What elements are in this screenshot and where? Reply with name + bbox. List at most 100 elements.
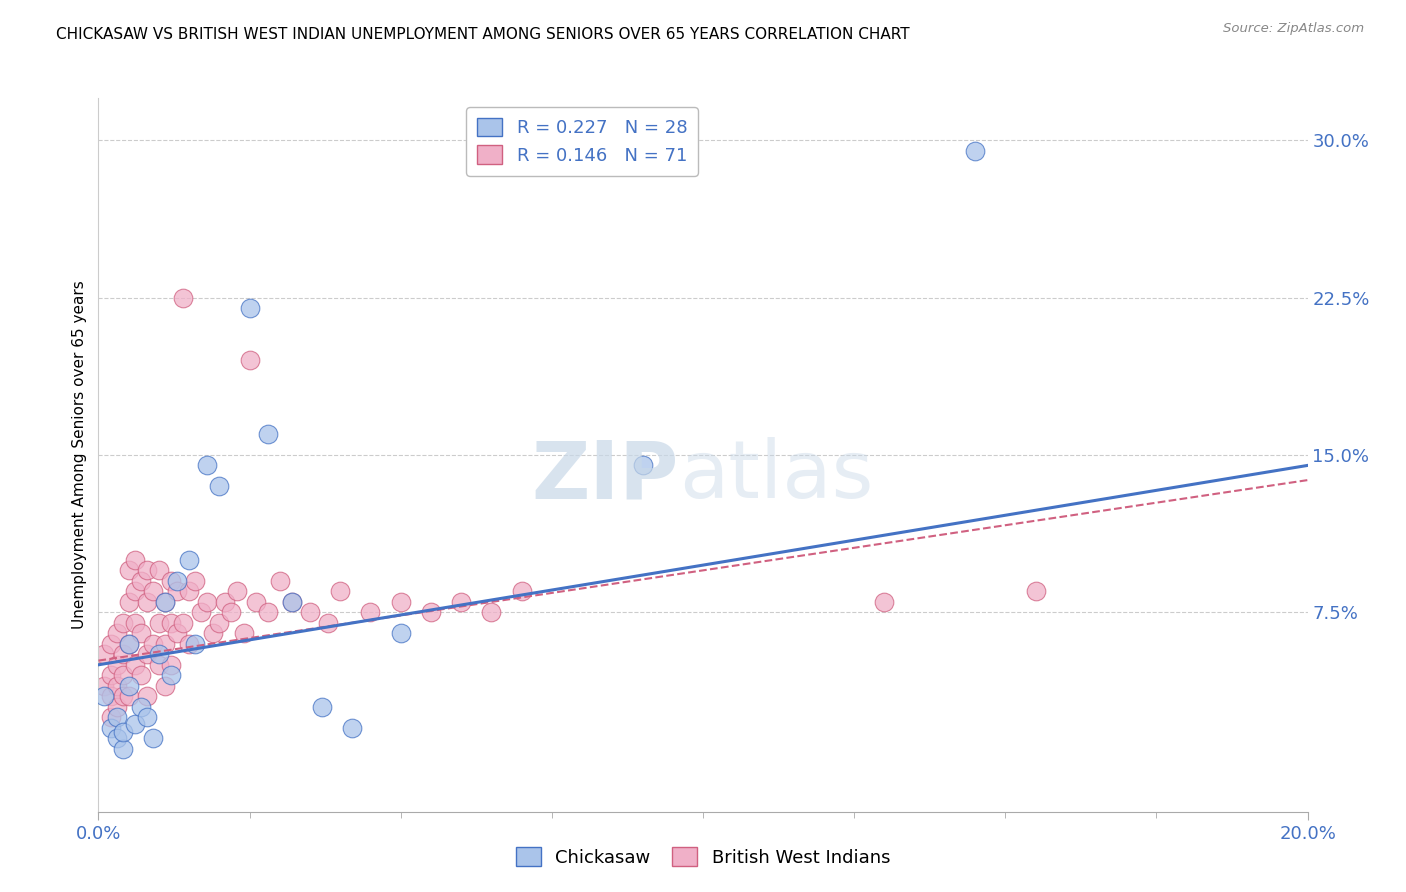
Point <box>221 605 243 619</box>
Point <box>153 679 176 693</box>
Point <box>135 710 157 724</box>
Text: CHICKASAW VS BRITISH WEST INDIAN UNEMPLOYMENT AMONG SENIORS OVER 65 YEARS CORREL: CHICKASAW VS BRITISH WEST INDIAN UNEMPLO… <box>56 27 910 42</box>
Point <box>142 584 165 599</box>
Point <box>105 679 128 693</box>
Point <box>105 731 128 746</box>
Point <box>118 637 141 651</box>
Point <box>202 626 225 640</box>
Point <box>419 605 441 619</box>
Point <box>100 668 122 682</box>
Point <box>111 615 134 630</box>
Point <box>965 144 987 158</box>
Point <box>124 615 146 630</box>
Point <box>239 301 262 315</box>
Point <box>100 710 122 724</box>
Point <box>111 690 134 704</box>
Point <box>148 563 170 577</box>
Point <box>281 595 304 609</box>
Point <box>166 626 188 640</box>
Point <box>160 668 183 682</box>
Point <box>360 605 382 619</box>
Point <box>105 699 128 714</box>
Point <box>118 690 141 704</box>
Point <box>142 637 165 651</box>
Point <box>129 668 152 682</box>
Point <box>111 725 134 739</box>
Point <box>135 563 157 577</box>
Point <box>135 690 157 704</box>
Point <box>239 353 262 368</box>
Point <box>148 648 170 662</box>
Point <box>105 626 128 640</box>
Text: Source: ZipAtlas.com: Source: ZipAtlas.com <box>1223 22 1364 36</box>
Point <box>105 710 128 724</box>
Point <box>100 637 122 651</box>
Point <box>172 615 194 630</box>
Point <box>153 637 176 651</box>
Point <box>124 553 146 567</box>
Point <box>111 668 134 682</box>
Point <box>93 690 115 704</box>
Point <box>195 595 218 609</box>
Point <box>214 595 236 609</box>
Point <box>342 721 364 735</box>
Point <box>177 637 201 651</box>
Point <box>118 595 141 609</box>
Point <box>329 584 352 599</box>
Point <box>184 574 207 588</box>
Point <box>135 648 157 662</box>
Point <box>148 657 170 672</box>
Point <box>873 595 896 609</box>
Point <box>256 426 278 441</box>
Point <box>153 595 176 609</box>
Point <box>93 648 115 662</box>
Point <box>111 648 134 662</box>
Point <box>208 615 231 630</box>
Point <box>142 731 165 746</box>
Point <box>111 741 134 756</box>
Point <box>166 574 188 588</box>
Point <box>481 605 503 619</box>
Point <box>100 721 122 735</box>
Point <box>311 699 333 714</box>
Point <box>129 574 152 588</box>
Point <box>208 479 231 493</box>
Point <box>124 584 146 599</box>
Point <box>299 605 322 619</box>
Point <box>281 595 304 609</box>
Point <box>450 595 472 609</box>
Text: atlas: atlas <box>679 437 873 516</box>
Point <box>129 699 152 714</box>
Point <box>124 657 146 672</box>
Point <box>160 657 183 672</box>
Point <box>177 584 201 599</box>
Point <box>166 584 188 599</box>
Point <box>118 563 141 577</box>
Point <box>190 605 212 619</box>
Point <box>100 690 122 704</box>
Point <box>269 574 291 588</box>
Point <box>226 584 249 599</box>
Point <box>124 716 146 731</box>
Legend: Chickasaw, British West Indians: Chickasaw, British West Indians <box>509 840 897 874</box>
Point <box>232 626 254 640</box>
Point <box>245 595 267 609</box>
Point <box>195 458 218 473</box>
Point <box>184 637 207 651</box>
Point <box>129 626 152 640</box>
Point <box>93 679 115 693</box>
Point <box>135 595 157 609</box>
Point <box>105 657 128 672</box>
Point <box>510 584 533 599</box>
Point <box>118 679 141 693</box>
Point <box>160 615 183 630</box>
Point <box>631 458 654 473</box>
Point <box>118 637 141 651</box>
Point <box>1024 584 1046 599</box>
Point <box>153 595 176 609</box>
Text: ZIP: ZIP <box>531 437 679 516</box>
Point <box>389 595 412 609</box>
Point <box>316 615 339 630</box>
Y-axis label: Unemployment Among Seniors over 65 years: Unemployment Among Seniors over 65 years <box>72 281 87 629</box>
Point <box>172 291 194 305</box>
